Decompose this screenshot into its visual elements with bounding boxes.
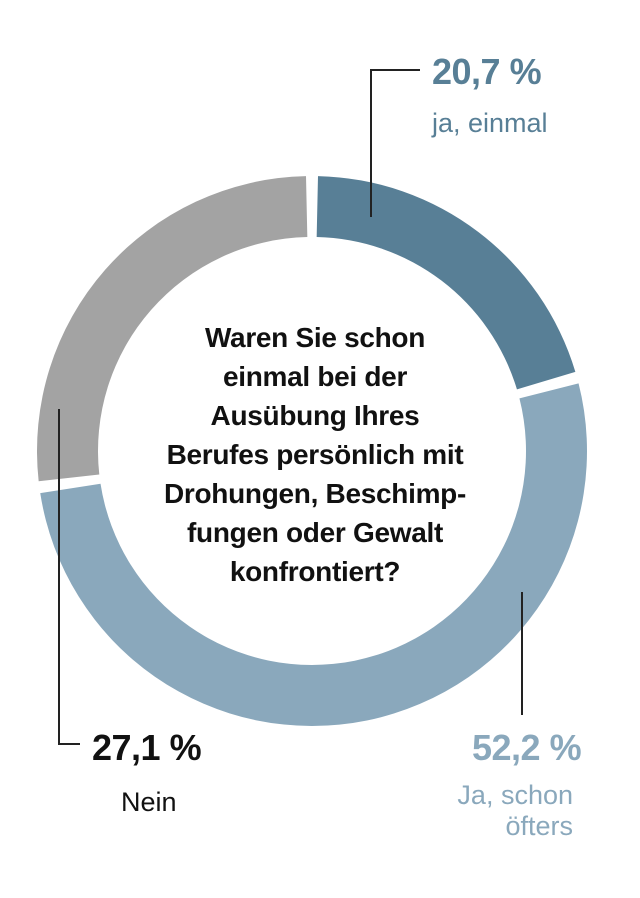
leader-line-ja-einmal — [370, 69, 420, 217]
slice-ja-schon-oefters — [40, 383, 587, 727]
slice-ja-einmal — [316, 176, 576, 390]
category-label-ja-schon-oefters: Ja, schon öfters — [457, 780, 573, 841]
chart-question: Waren Sie schon einmal bei der Ausübung … — [163, 322, 466, 587]
category-label-nein: Nein — [121, 787, 177, 817]
value-label-nein: 27,1 % — [92, 727, 202, 768]
value-label-ja-einmal: 20,7 % — [432, 51, 542, 92]
leader-line-nein — [58, 409, 80, 745]
slice-nein — [36, 176, 308, 482]
category-label-ja-einmal: ja, einmal — [432, 108, 548, 138]
value-label-ja-schon-oefters: 52,2 % — [472, 727, 582, 768]
